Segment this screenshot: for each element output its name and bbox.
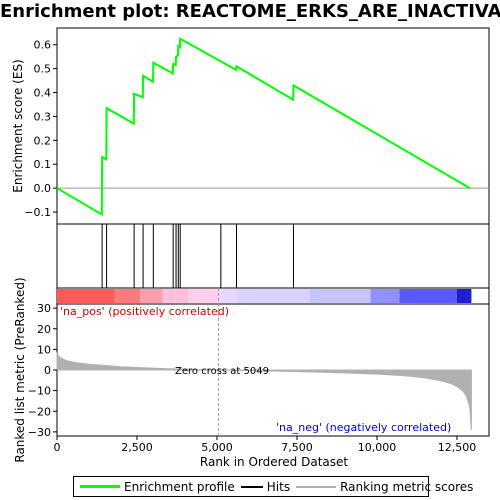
metric-y-axis: −30 −20 −10 0 10 20 30: [28, 302, 57, 439]
colorbar-segment: [114, 289, 141, 303]
x-axis-label: Rank in Ordered Dataset: [200, 455, 348, 469]
es-y-tick-label: 0.1: [34, 158, 52, 171]
colorbar-segment: [236, 289, 310, 303]
es-y-axis: −0.1 0.0 0.1 0.2 0.3 0.4 0.5 0.6: [24, 39, 57, 219]
metric-y-tick-label: 20: [37, 323, 51, 336]
colorbar-segment: [188, 289, 221, 303]
annotation-na-pos: 'na_pos' (positively correlated): [60, 305, 229, 318]
es-y-tick-label: 0.3: [34, 110, 52, 123]
es-y-tick-label: −0.1: [24, 206, 51, 219]
legend-enrichment-label: Enrichment profile: [124, 479, 235, 494]
legend-metric-label: Ranking metric scores: [340, 479, 474, 494]
ranked-metric-area: [56, 352, 472, 430]
colorbar-segment: [457, 289, 472, 303]
hits-layer: [101, 224, 294, 288]
es-y-tick-label: 0.2: [34, 134, 52, 147]
metric-y-tick-label: 0: [44, 364, 51, 377]
annotation-na-neg: 'na_neg' (negatively correlated): [276, 421, 451, 434]
legend-metric-swatch: [296, 485, 337, 488]
metric-y-tick-label: 10: [37, 343, 51, 356]
metric-x-axis: 0 2,500 5,000 7,500 10,000 12,500: [54, 436, 477, 454]
legend-enrichment-swatch: [80, 485, 120, 488]
colorbar-segment: [140, 289, 163, 303]
es-y-tick-label: 0.0: [34, 182, 52, 195]
metric-y-tick-label: −20: [28, 405, 51, 418]
metric-x-tick-label: 2,500: [121, 441, 153, 454]
ranking-color-bar: [57, 289, 472, 303]
metric-y-tick-label: −30: [28, 426, 51, 439]
colorbar-segment: [57, 289, 115, 303]
legend-metric-item: Ranking metric scores: [296, 480, 473, 494]
colorbar-segment: [309, 289, 371, 303]
metric-x-tick-label: 5,000: [201, 441, 233, 454]
metric-x-tick-label: 12,500: [438, 441, 477, 454]
annotation-zero-cross: Zero cross at 5049: [175, 366, 269, 377]
metric-x-tick-label: 0: [54, 441, 61, 454]
chart-title: Enrichment plot: REACTOME_ERKS_ARE_INACT…: [0, 1, 500, 22]
legend-hits-swatch: [240, 485, 263, 488]
metric-y-tick-label: 30: [37, 302, 51, 315]
colorbar-segment: [162, 289, 189, 303]
legend: Enrichment profile Hits Ranking metric s…: [73, 476, 473, 497]
colorbar-segment: [399, 289, 457, 303]
colorbar-segment: [370, 289, 400, 303]
es-y-tick-label: 0.6: [34, 39, 52, 52]
hits-panel-frame: [56, 223, 490, 289]
metric-y-axis-label: Ranked list metric (PreRanked): [13, 277, 27, 462]
enrichment-profile-line: [56, 37, 471, 217]
es-y-tick-label: 0.5: [34, 63, 52, 76]
legend-hits-item: Hits: [240, 479, 291, 494]
legend-hits-label: Hits: [266, 479, 291, 494]
metric-x-tick-label: 10,000: [358, 441, 397, 454]
colorbar-segment: [220, 289, 237, 303]
legend-enrichment-item: Enrichment profile: [80, 480, 235, 494]
enrichment-panel-frame: [56, 27, 490, 225]
metric-y-tick-label: −10: [28, 385, 51, 398]
es-y-tick-label: 0.4: [34, 87, 52, 100]
es-y-axis-label: Enrichment score (ES): [11, 59, 25, 192]
metric-x-tick-label: 7,500: [281, 441, 313, 454]
